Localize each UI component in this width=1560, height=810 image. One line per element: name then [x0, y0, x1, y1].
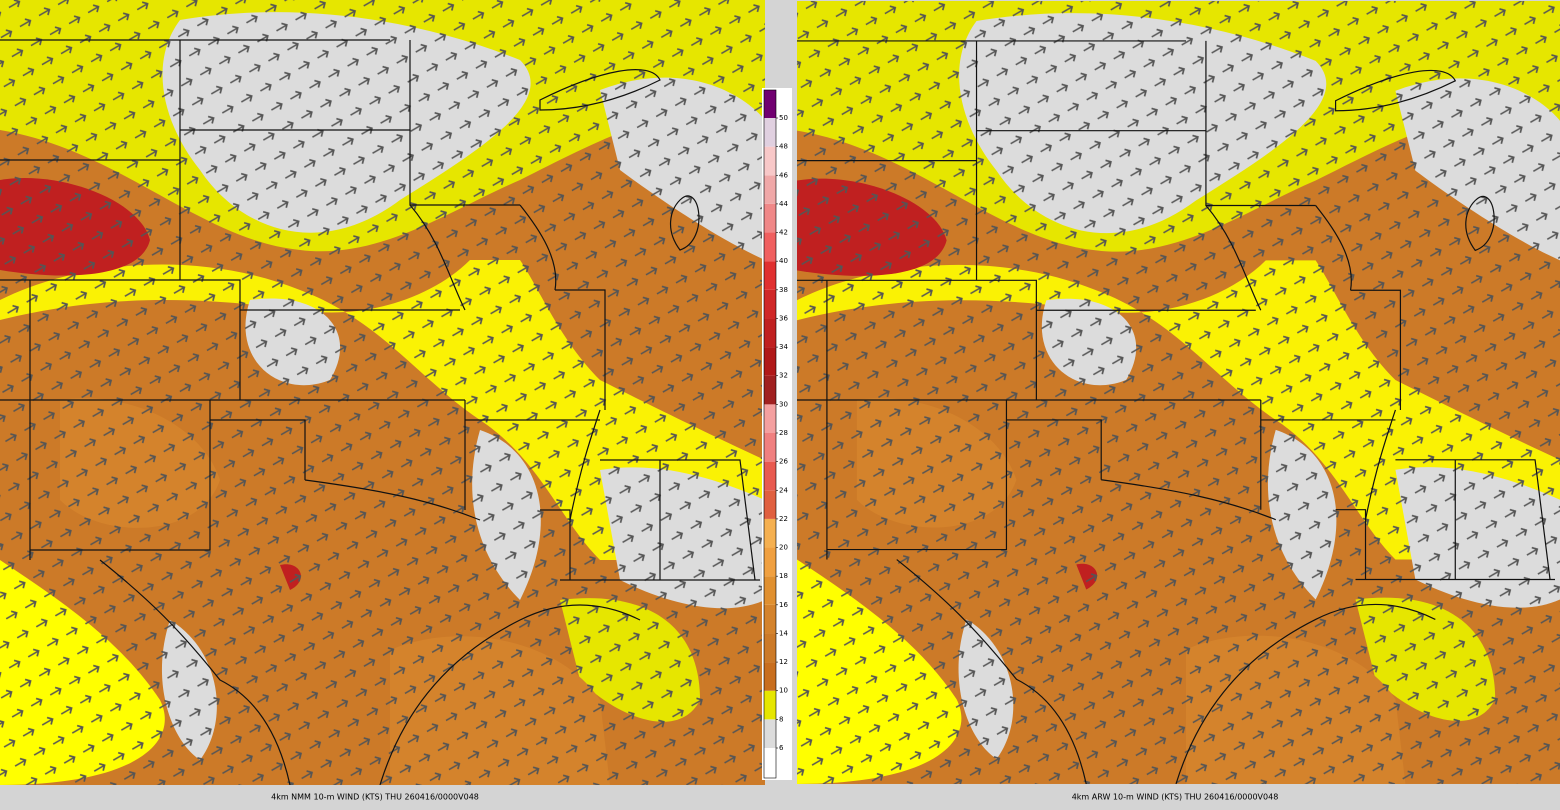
colorbar-tick-label: 6	[779, 744, 784, 752]
colorbar-swatch	[764, 118, 776, 147]
colorbar-swatch	[764, 433, 776, 462]
colorbar-tick-label: 30	[779, 400, 788, 408]
colorbar-swatch	[764, 719, 776, 748]
map-nmm	[0, 0, 765, 785]
colorbar-swatch	[764, 90, 776, 118]
colorbar-outline	[763, 89, 777, 779]
colorbar-tick-label: 44	[779, 200, 788, 208]
colorbar-tick-label: 42	[779, 229, 788, 237]
colorbar-swatch	[764, 261, 776, 290]
colorbar-tick-label: 20	[779, 544, 788, 552]
colorbar-swatch	[764, 490, 776, 519]
colorbar-swatch	[764, 146, 776, 176]
caption: 4km NMM 10-m WIND (KTS) THU 260416/0000V…	[271, 793, 479, 802]
colorbar-swatch	[764, 203, 776, 233]
colorbar-swatch	[764, 547, 776, 577]
colorbar-swatch	[764, 318, 776, 348]
map-arw	[797, 1, 1560, 784]
colorbar-swatch	[764, 347, 776, 376]
colorbar-tick-label: 40	[779, 257, 788, 265]
colorbar-swatch	[764, 461, 776, 491]
colorbar-tick-label: 28	[779, 429, 788, 437]
colorbar-swatch	[764, 518, 776, 548]
colorbar-tick-label: 26	[779, 458, 788, 466]
colorbar-swatch	[764, 404, 776, 433]
colorbar-swatch	[764, 604, 776, 634]
colorbar-tick-label: 50	[779, 114, 788, 122]
colorbar-tick-label: 38	[779, 286, 788, 294]
colorbar-swatch	[764, 576, 776, 605]
colorbar-tick-label: 46	[779, 171, 788, 179]
colorbar-tick-label: 24	[779, 486, 788, 494]
colorbar-swatch	[764, 633, 776, 663]
colorbar-tick-label: 18	[779, 572, 788, 580]
colorbar-tick-label: 12	[779, 658, 788, 666]
colorbar-tick-label: 16	[779, 601, 788, 609]
colorbar: 6 8 10 12 14 16 18 20 22 24 26 28 30 32 34 36 38 40 42 44 46…	[763, 89, 788, 779]
caption: 4km ARW 10-m WIND (KTS) THU 260416/0000V…	[1072, 793, 1279, 802]
colorbar-tick-label: 8	[779, 715, 783, 723]
colorbar-tick-label: 48	[779, 143, 788, 151]
colorbar-swatch	[764, 232, 776, 262]
colorbar-tick-label: 32	[779, 372, 788, 380]
colorbar-tick-label: 36	[779, 314, 788, 322]
colorbar-tick-label: 34	[779, 343, 788, 351]
colorbar-tick-label: 14	[779, 629, 788, 637]
colorbar-tick-label: 10	[779, 687, 788, 695]
colorbar-swatch	[764, 289, 776, 319]
colorbar-tick-label: 22	[779, 515, 788, 523]
colorbar-swatch	[764, 175, 776, 204]
colorbar-swatch	[764, 748, 776, 778]
colorbar-swatch	[764, 662, 776, 691]
colorbar-swatch	[764, 375, 776, 405]
colorbar-swatch	[764, 690, 776, 720]
